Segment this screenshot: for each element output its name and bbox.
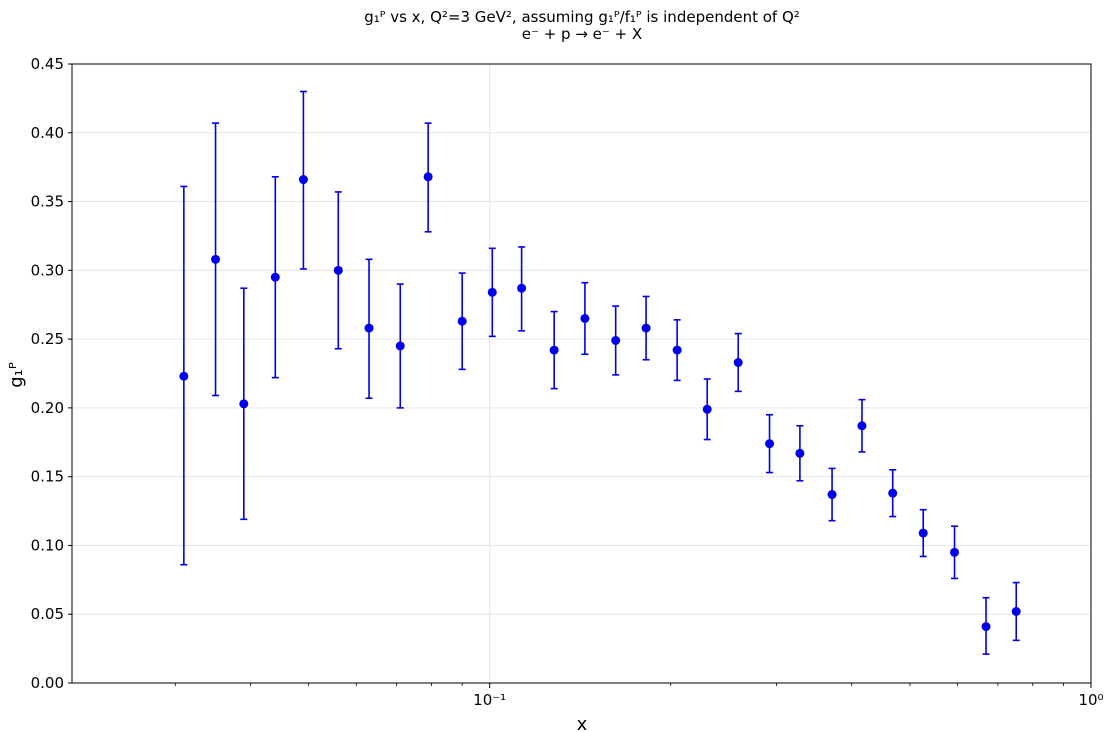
y-tick-label: 0.30 [31,261,64,279]
data-point [395,341,405,351]
data-point [765,439,775,449]
data-point [487,287,497,297]
data-point [950,547,960,557]
data-points [179,90,1021,655]
grid-lines [72,64,1091,683]
y-tick-label: 0.15 [31,468,64,486]
data-point [795,448,805,458]
data-point [270,272,280,282]
data-point [641,323,651,333]
y-tick-label: 0.20 [31,399,64,417]
data-point [888,488,898,498]
data-point [457,316,467,326]
x-tick-label: 10⁰ [1078,691,1103,709]
data-point [981,622,991,632]
plot-area-frame [71,63,1092,684]
y-tick-label: 0.25 [31,330,64,348]
y-tick-label: 0.40 [31,124,64,142]
data-point [611,335,621,345]
data-point [580,313,590,323]
y-tick-label: 0.45 [31,55,64,73]
data-point [702,404,712,414]
data-point [211,254,221,264]
x-axis-label: x [577,714,588,732]
axis-ticks: 0.00 0.05 0.10 0.15 0.20 0.25 0.30 0.35 0.40 0.45… [31,55,1104,709]
x-tick-label: 10⁻¹ [473,691,506,709]
data-point [918,528,928,538]
data-point [549,345,559,355]
data-point [517,283,527,293]
data-point [298,175,308,185]
data-point [857,421,867,431]
y-tick-label: 0.10 [31,536,64,554]
data-point [239,399,249,409]
data-point [672,345,682,355]
data-point [827,490,837,500]
y-tick-label: 0.05 [31,605,64,623]
data-point [179,371,189,381]
y-tick-label: 0.00 [31,674,64,692]
y-tick-label: 0.35 [31,193,64,211]
chart-title: g₁ᴾ vs x, Q²=3 GeV², assuming g₁ᴾ/f₁ᴾ is… [364,8,800,26]
data-point [1011,606,1021,616]
data-point [423,172,433,182]
y-axis-label: g₁ᴾ [6,362,27,388]
data-point [733,357,743,367]
chart-subtitle: e⁻ + p → e⁻ + X [522,25,642,43]
data-point [333,265,343,275]
data-point [364,323,374,333]
